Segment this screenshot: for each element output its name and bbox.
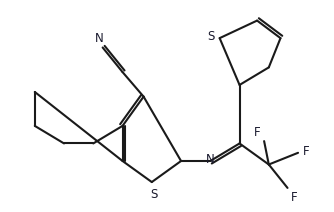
Text: N: N	[206, 153, 215, 166]
Text: F: F	[303, 145, 309, 158]
Text: S: S	[150, 188, 158, 201]
Text: S: S	[208, 31, 215, 43]
Text: F: F	[291, 191, 298, 204]
Text: F: F	[254, 126, 261, 139]
Text: N: N	[95, 32, 104, 45]
